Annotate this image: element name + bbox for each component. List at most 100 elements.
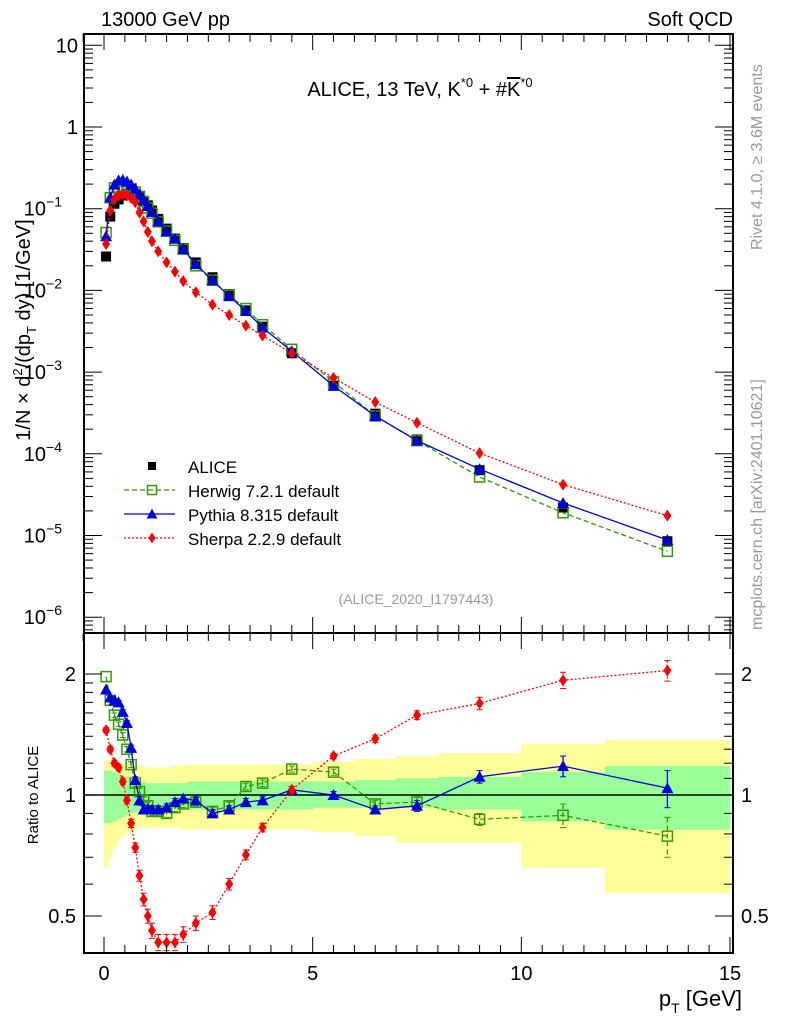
y-tick-label: 10−4 [24, 439, 62, 466]
sherpa-point [170, 936, 179, 949]
header-right-label: Soft QCD [647, 9, 733, 31]
pythia-point [177, 792, 190, 804]
pythia-point [557, 760, 570, 772]
sherpa-line [105, 669, 668, 943]
sherpa-point [191, 917, 200, 930]
y-tick-label: 10−2 [24, 275, 62, 302]
sherpa-point [413, 416, 421, 429]
herwig-point [557, 809, 569, 822]
pythia-point [557, 496, 570, 508]
legend: ALICE Herwig 7.2.1 default Pythia 8.315 de… [124, 458, 341, 549]
sherpa-point [225, 308, 234, 321]
pythia-point [239, 304, 252, 316]
x-tick-label: 10 [510, 963, 532, 985]
pythia-point [411, 799, 423, 811]
sherpa-point [329, 371, 338, 384]
pythia-point [133, 794, 146, 806]
pythia-point [145, 206, 158, 218]
x-tick-label: 5 [307, 963, 318, 985]
stat-band [104, 770, 109, 824]
mcplots-label: mcplots.cern.ch [arXiv:2401.10621] [749, 379, 766, 630]
legend-item-herwig: Herwig 7.2.1 default [124, 482, 339, 501]
stat-band [162, 783, 172, 810]
pythia-point [327, 789, 340, 800]
legend-marker [148, 532, 156, 544]
sherpa-point [241, 319, 250, 332]
y-tick-label: 10−6 [24, 602, 62, 629]
legend-item-pythia: Pythia 8.315 default [124, 506, 339, 525]
ratio-y-tick-label: 2 [65, 664, 76, 686]
stat-band [170, 783, 180, 810]
legend-item-sherpa: Sherpa 2.2.9 default [124, 530, 341, 549]
pythia-point [152, 215, 165, 227]
sherpa-point [663, 664, 672, 677]
sherpa-point [475, 447, 484, 460]
ratio-plot-area [85, 660, 732, 952]
sherpa-point [413, 709, 421, 722]
sherpa-point [154, 936, 163, 949]
sherpa-point [143, 910, 152, 922]
pythia-point [129, 773, 142, 785]
herwig-point [327, 766, 340, 778]
pythia-point [189, 794, 202, 806]
sherpa-point [225, 878, 234, 891]
herwig-point [256, 777, 269, 789]
rivet-label: Rivet 4.1.0, ≥ 3.6M events [749, 64, 766, 250]
sherpa-point [170, 265, 179, 278]
x-tick-label: 0 [98, 963, 109, 985]
sherpa-point [329, 750, 338, 763]
header-left-label: 13000 GeV pp [101, 9, 230, 31]
pythia-point [223, 290, 236, 302]
ratio-axes: 2 2 1 1 0.5 0.5 0 5 10 15 [48, 633, 769, 985]
pythia-point [120, 717, 133, 729]
pythia-point [256, 794, 269, 806]
y-tick-label: 1 [67, 117, 78, 139]
alice-point [101, 251, 112, 262]
sherpa-point [118, 775, 127, 788]
main-panel: 10 1 10−1 10−2 10−3 10−4 10−5 10−6 ALICE, 13 Te… [10, 33, 734, 634]
sherpa-point [102, 237, 111, 250]
sherpa-point [371, 396, 380, 409]
legend-marker [146, 484, 158, 496]
y-tick-label: 10−5 [24, 521, 62, 548]
pythia-point [473, 770, 486, 782]
y-tick-label: 10−3 [24, 357, 62, 384]
herwig-point [473, 813, 486, 826]
sherpa-point [122, 794, 131, 807]
ratio-panel: 2 2 1 1 0.5 0.5 0 5 10 15 Ratio to ALICE pT [GeV] [25, 632, 769, 1016]
y-tick-label: 10−1 [24, 194, 62, 221]
sherpa-point [114, 761, 123, 774]
x-axis-label: pT [GeV] [659, 986, 742, 1016]
herwig-point [240, 780, 252, 793]
sherpa-point [106, 743, 115, 756]
main-y-axis-label: 1/N × d2/(dpT dy) [1/GeV] [10, 219, 39, 440]
legend-marker [148, 462, 156, 470]
pythia-point [112, 696, 125, 708]
pythia-point [411, 434, 423, 446]
x-tick-label: 15 [719, 963, 741, 985]
sherpa-point [143, 225, 152, 238]
sherpa-point [106, 204, 115, 217]
stat-band [149, 783, 155, 812]
pythia-point [661, 782, 674, 794]
pythia-point [473, 463, 486, 475]
pythia-point [223, 803, 236, 815]
sherpa-point [122, 189, 131, 202]
sherpa-point [139, 893, 148, 906]
herwig-point [117, 729, 129, 741]
stat-band [154, 783, 163, 810]
ratio-y-tick-label-right: 2 [741, 664, 752, 686]
alice-point [105, 211, 116, 222]
main-title: ALICE, 13 TeV, K*0 + #K*0 [307, 75, 532, 101]
sherpa-point [139, 215, 148, 228]
sherpa-point [241, 848, 250, 861]
sherpa-point [102, 724, 111, 737]
sherpa-point [191, 286, 200, 299]
herwig-point [100, 670, 112, 683]
sherpa-point [559, 478, 568, 491]
legend-item-alice: ALICE [148, 458, 237, 477]
sherpa-point [258, 821, 267, 834]
pythia-point [661, 534, 674, 546]
pythia-point [160, 225, 173, 237]
